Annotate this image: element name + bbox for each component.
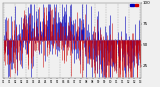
Legend: , : , — [130, 3, 139, 8]
